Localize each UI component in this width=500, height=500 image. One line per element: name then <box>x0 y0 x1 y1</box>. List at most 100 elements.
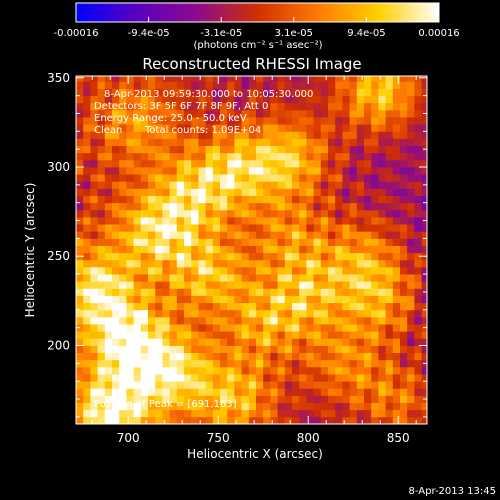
heatmap-cell <box>241 274 250 282</box>
heatmap-cell <box>112 374 120 382</box>
heatmap-cell <box>313 238 322 246</box>
heatmap-cell <box>191 295 199 304</box>
heatmap-cell <box>320 188 329 196</box>
heatmap-cell <box>392 281 401 289</box>
heatmap-cell <box>349 195 358 204</box>
heatmap-cell <box>392 81 401 89</box>
heatmap-cell <box>328 374 336 382</box>
heatmap-cell <box>378 224 386 232</box>
heatmap-cell <box>277 202 286 211</box>
heatmap-cell <box>176 195 185 204</box>
heatmap-cell <box>306 252 314 261</box>
heatmap-cell <box>119 252 127 261</box>
heatmap-cell <box>313 288 322 296</box>
heatmap-cell <box>364 316 372 325</box>
heatmap-cell <box>356 324 365 332</box>
heatmap-cell <box>385 117 394 125</box>
heatmap-cell <box>191 316 199 325</box>
heatmap-cell <box>212 381 221 389</box>
heatmap-cell <box>104 174 113 182</box>
heatmap-cell <box>421 159 427 168</box>
heatmap-cell <box>104 309 113 318</box>
heatmap-cell <box>342 181 350 189</box>
heatmap-cell <box>400 402 408 411</box>
heatmap-cell <box>378 88 386 97</box>
heatmap-cell <box>133 302 142 311</box>
heatmap-cell <box>385 309 394 318</box>
heatmap-cell <box>97 324 106 332</box>
heatmap-cell <box>270 409 278 418</box>
heatmap-cell <box>270 309 278 318</box>
heatmap-cell <box>169 409 178 418</box>
heatmap-cell <box>371 102 379 111</box>
heatmap-cell <box>306 95 314 104</box>
heatmap-cell <box>126 345 134 354</box>
heatmap-cell <box>176 345 185 354</box>
heatmap-cell <box>112 124 120 132</box>
heatmap-cell <box>263 338 271 346</box>
heatmap-cell <box>83 409 91 418</box>
heatmap-cell <box>205 402 214 411</box>
heatmap-cell <box>241 259 250 268</box>
heatmap-cell <box>148 202 156 211</box>
heatmap-cell <box>371 316 379 325</box>
heatmap-cell <box>349 302 358 311</box>
heatmap-cell <box>241 395 250 403</box>
heatmap-cell <box>414 338 422 346</box>
heatmap-cell <box>306 402 314 411</box>
heatmap-cell <box>299 395 307 403</box>
heatmap-cell <box>400 202 408 211</box>
heatmap-cell <box>140 295 149 304</box>
heatmap-cell <box>292 295 300 304</box>
heatmap-cell <box>313 245 322 254</box>
heatmap-cell <box>378 416 386 424</box>
heatmap-cell <box>133 88 142 97</box>
heatmap-cell <box>212 409 221 418</box>
heatmap-cell <box>320 209 329 218</box>
heatmap-cell <box>407 102 415 111</box>
heatmap-cell <box>342 124 350 132</box>
heatmap-cell <box>371 266 379 275</box>
heatmap-cell <box>191 388 199 396</box>
heatmap-cell <box>212 76 221 82</box>
heatmap-cell <box>148 338 156 346</box>
heatmap-cell <box>212 224 221 232</box>
heatmap-cell <box>356 138 365 146</box>
heatmap-cell <box>292 231 300 239</box>
heatmap-cell <box>392 331 401 339</box>
heatmap-cell <box>328 159 336 168</box>
heatmap-cell <box>277 366 286 375</box>
heatmap-cell <box>320 117 329 125</box>
heatmap-cell <box>407 302 415 311</box>
heatmap-cell <box>220 145 228 154</box>
heatmap-cell <box>83 88 91 97</box>
heatmap-cell <box>256 252 264 261</box>
heatmap-cell <box>414 245 422 254</box>
heatmap-cell <box>371 231 379 239</box>
heatmap-cell <box>256 138 264 146</box>
heatmap-cell <box>83 295 91 304</box>
heatmap-cell <box>378 402 386 411</box>
heatmap-cell <box>320 81 329 89</box>
heatmap-cell <box>126 152 134 161</box>
heatmap-cell <box>227 109 235 118</box>
heatmap-cell <box>400 302 408 311</box>
heatmap-cell <box>205 188 214 196</box>
heatmap-cell <box>162 159 170 168</box>
heatmap-cell <box>356 402 365 411</box>
heatmap-cell <box>198 117 206 125</box>
heatmap-cell <box>407 181 415 189</box>
heatmap-cell <box>414 295 422 304</box>
heatmap-cell <box>162 409 170 418</box>
heatmap-cell <box>191 245 199 254</box>
heatmap-cell <box>234 281 242 289</box>
heatmap-cell <box>227 402 235 411</box>
heatmap-cell <box>256 416 264 424</box>
heatmap-cell <box>328 138 336 146</box>
heatmap-cell <box>342 195 350 204</box>
heatmap-cell <box>306 138 314 146</box>
heatmap-cell <box>407 88 415 97</box>
heatmap-cell <box>371 131 379 139</box>
heatmap-cell <box>342 416 350 424</box>
heatmap-cell <box>212 309 221 318</box>
